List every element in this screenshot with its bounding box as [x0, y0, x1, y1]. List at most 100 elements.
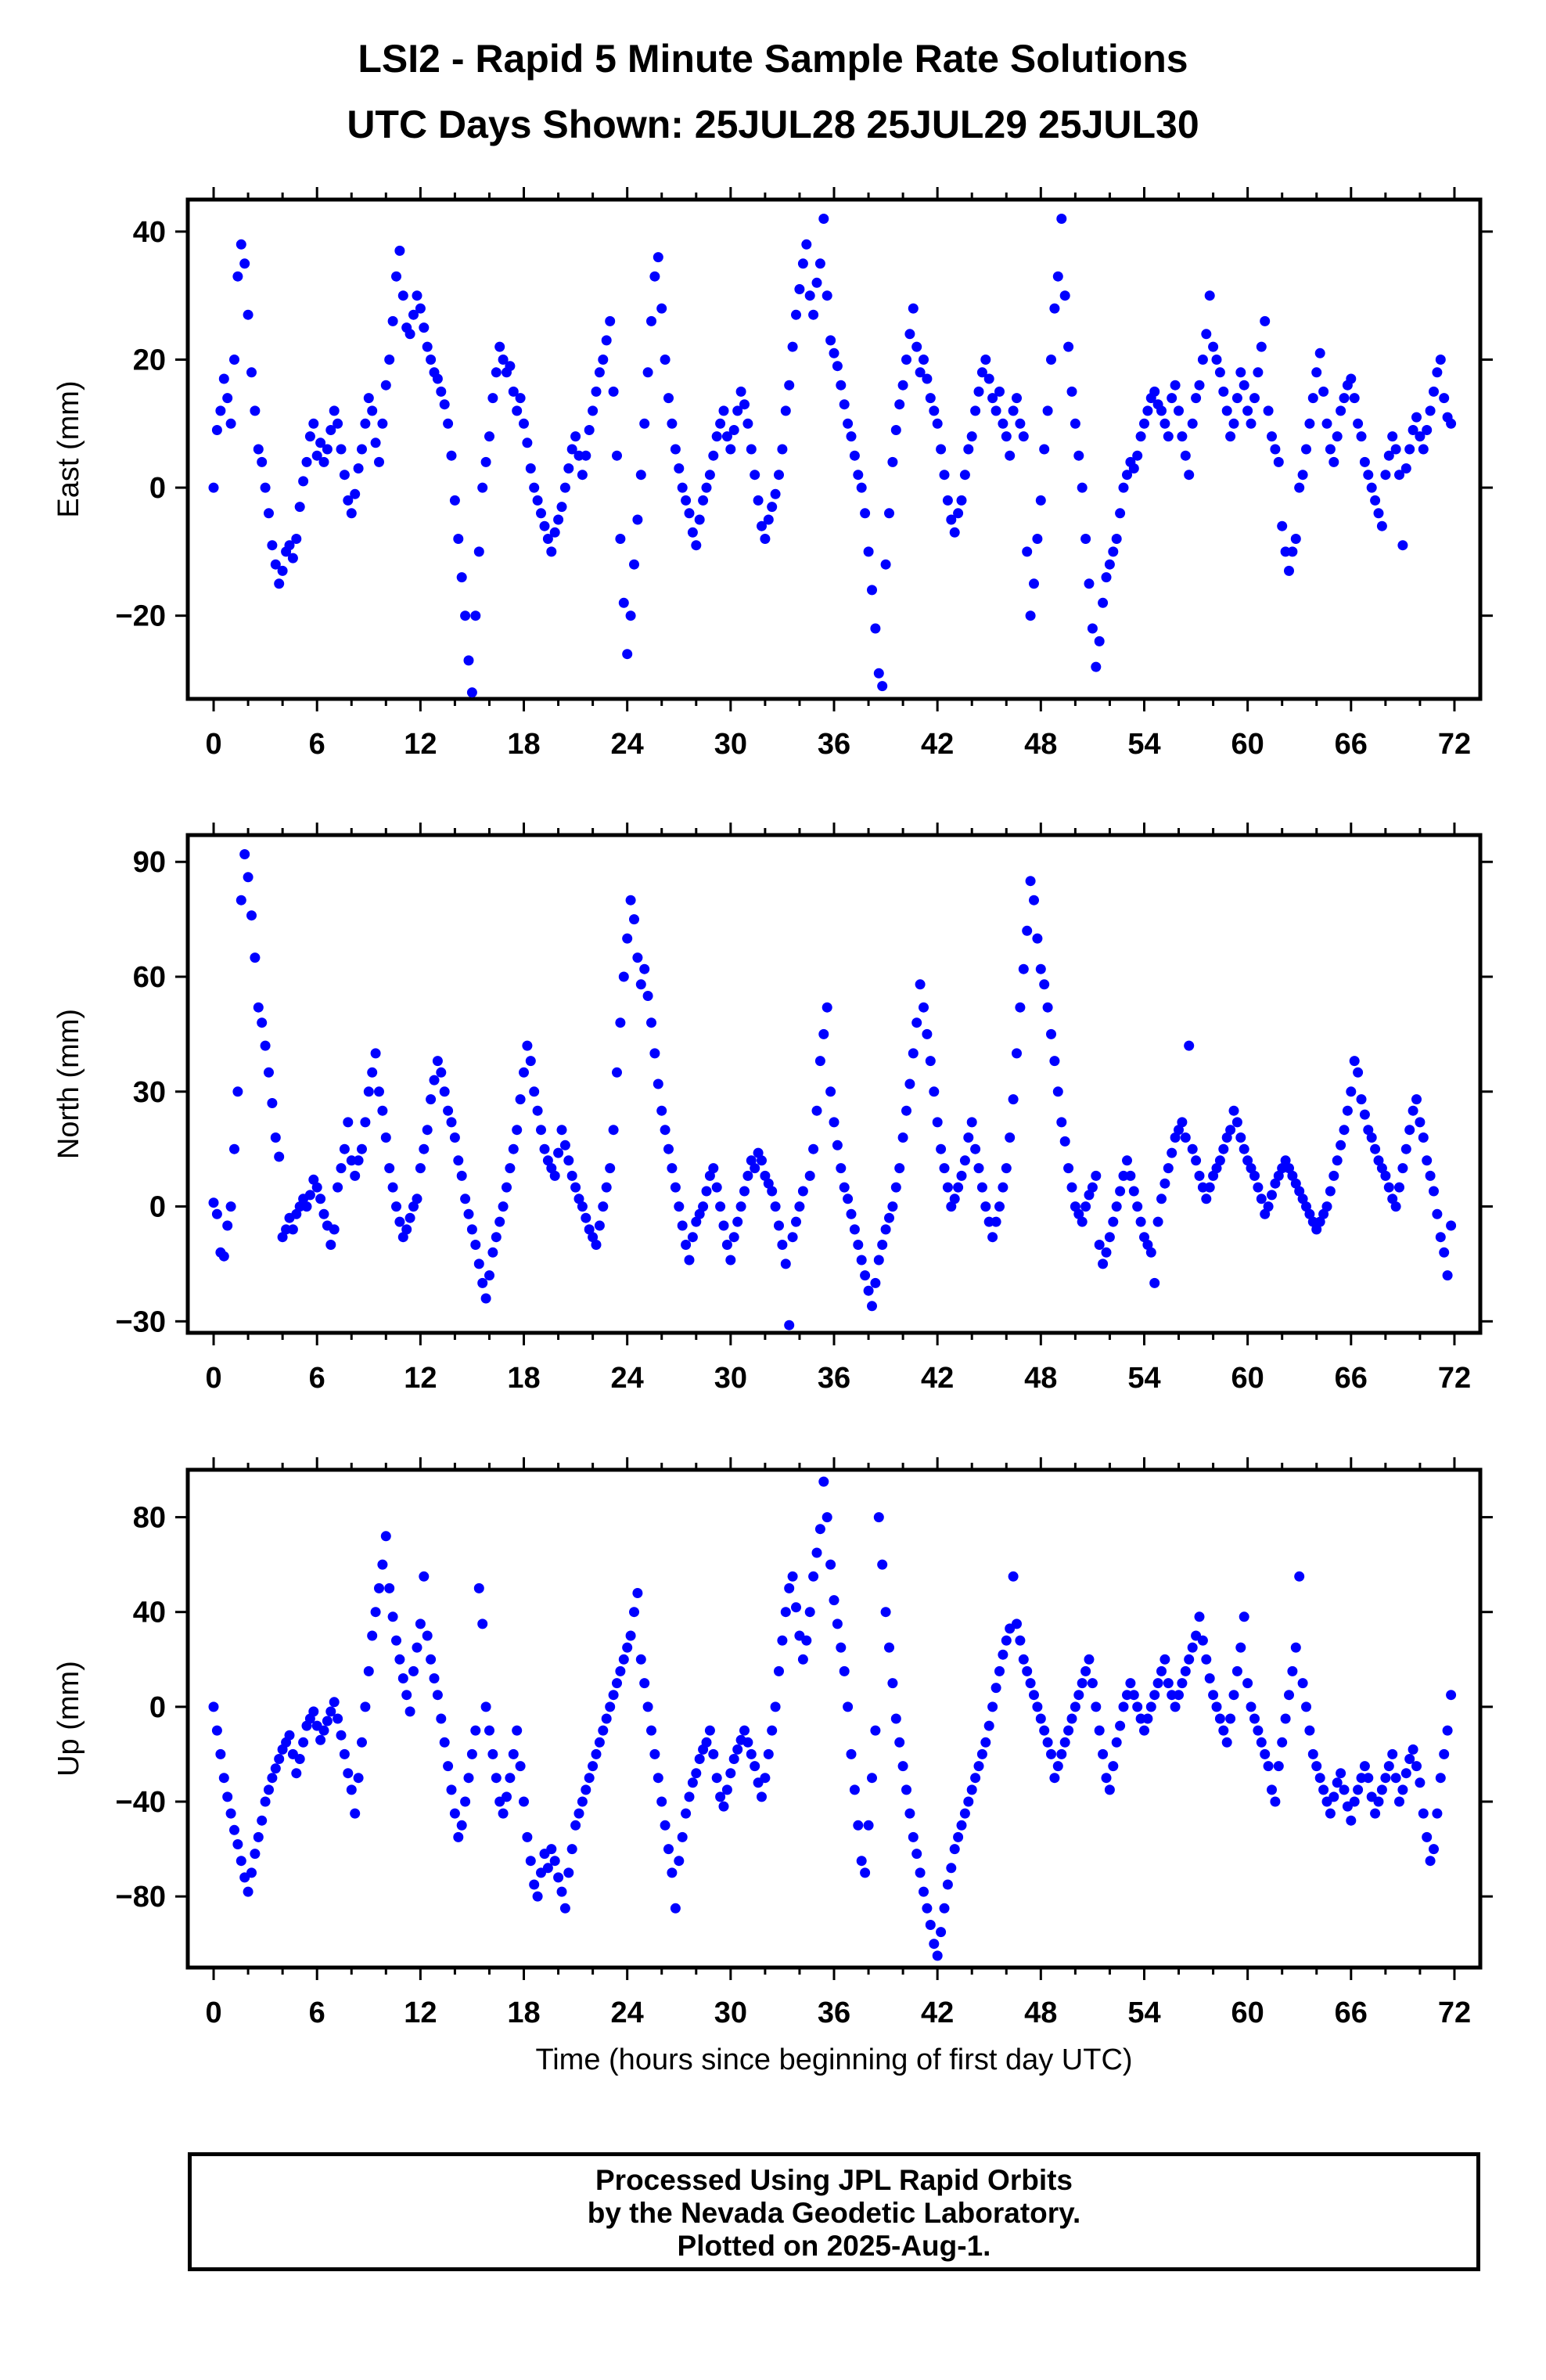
- east-data-point: [484, 431, 494, 442]
- up-data-point: [739, 1725, 750, 1736]
- up-xtick-label: 18: [507, 1997, 540, 2029]
- east-data-point: [529, 482, 540, 493]
- up-data-point: [556, 1886, 567, 1897]
- north-data-point: [998, 1182, 1008, 1193]
- up-data-point: [1307, 1748, 1318, 1759]
- up-data-point: [1184, 1654, 1195, 1665]
- up-data-point: [897, 1761, 908, 1772]
- east-data-point: [384, 355, 395, 365]
- north-data-point: [601, 1182, 612, 1193]
- up-data-point: [1177, 1678, 1188, 1689]
- up-data-point: [1012, 1618, 1022, 1629]
- north-data-point: [267, 1098, 278, 1108]
- up-xtick-label: 66: [1335, 1997, 1368, 2029]
- north-data-point: [1029, 895, 1039, 906]
- east-data-point: [1256, 341, 1267, 352]
- east-data-point: [667, 418, 678, 429]
- north-data-point: [333, 1182, 343, 1193]
- up-data-point: [1063, 1725, 1074, 1736]
- north-data-point: [505, 1163, 516, 1174]
- up-data-point: [936, 1927, 947, 1938]
- north-data-point: [612, 1067, 622, 1078]
- east-data-point: [1439, 393, 1450, 404]
- east-data-point: [546, 546, 557, 557]
- east-data-point: [704, 470, 715, 481]
- north-data-point: [856, 1255, 867, 1266]
- north-data-point: [563, 1155, 574, 1166]
- north-data-point: [257, 1017, 268, 1028]
- north-data-point: [1063, 1163, 1074, 1174]
- north-data-point: [1359, 1109, 1370, 1120]
- east-data-point: [956, 495, 967, 506]
- east-data-point: [449, 495, 460, 506]
- east-data-point: [357, 444, 367, 455]
- east-data-point: [1111, 534, 1122, 544]
- north-data-point: [446, 1117, 457, 1128]
- up-data-point: [1218, 1725, 1229, 1736]
- up-data-point: [687, 1777, 698, 1788]
- north-data-point: [287, 1224, 298, 1235]
- north-data-point: [1152, 1216, 1163, 1227]
- up-data-point: [1394, 1796, 1404, 1807]
- east-data-point: [274, 578, 285, 589]
- north-data-point: [308, 1174, 319, 1185]
- east-data-point: [1091, 661, 1102, 672]
- east-data-point: [1115, 508, 1126, 519]
- east-data-point: [763, 514, 774, 525]
- east-data-point: [394, 245, 405, 256]
- east-data-point: [649, 271, 660, 282]
- north-data-point: [735, 1201, 746, 1212]
- up-data-point: [374, 1582, 384, 1593]
- north-data-point: [291, 1208, 302, 1219]
- north-data-point: [422, 1125, 433, 1136]
- up-data-point: [1008, 1571, 1019, 1582]
- north-data-point: [877, 1240, 888, 1250]
- north-data-point: [426, 1094, 437, 1105]
- east-data-point: [235, 239, 246, 250]
- east-data-point: [218, 373, 229, 384]
- east-data-point: [725, 444, 736, 455]
- east-data-point: [446, 450, 457, 461]
- east-data-point: [1059, 290, 1070, 301]
- north-data-point: [1046, 1028, 1056, 1039]
- north-data-point: [1273, 1170, 1284, 1181]
- north-xtick-label: 54: [1127, 1362, 1160, 1395]
- east-data-point: [225, 418, 236, 429]
- up-data-point: [243, 1886, 253, 1897]
- north-data-point: [270, 1132, 281, 1143]
- up-data-point: [1332, 1777, 1343, 1788]
- north-data-point: [760, 1170, 771, 1181]
- north-data-point: [1249, 1170, 1260, 1181]
- north-data-point: [991, 1216, 1001, 1227]
- east-data-point: [439, 399, 450, 410]
- east-data-point: [257, 456, 268, 467]
- north-data-point: [260, 1040, 271, 1051]
- east-data-point: [515, 393, 526, 404]
- east-data-point: [674, 463, 685, 473]
- up-data-point: [360, 1701, 371, 1712]
- up-data-point: [1204, 1673, 1215, 1683]
- north-data-point: [936, 1143, 947, 1154]
- east-data-point: [559, 482, 570, 493]
- up-data-point: [412, 1642, 422, 1653]
- north-data-point: [932, 1117, 943, 1128]
- north-data-point: [1290, 1178, 1301, 1189]
- up-data-point: [1042, 1737, 1053, 1748]
- up-data-point: [797, 1654, 808, 1665]
- up-data-point: [218, 1773, 229, 1784]
- north-data-point: [1373, 1155, 1384, 1166]
- east-data-point: [983, 373, 994, 384]
- up-data-point: [211, 1725, 222, 1736]
- east-xtick-label: 54: [1127, 728, 1160, 761]
- east-data-point: [887, 456, 898, 467]
- up-data-point: [384, 1582, 395, 1593]
- up-data-point: [629, 1607, 639, 1618]
- east-data-point: [849, 450, 860, 461]
- east-data-point: [991, 405, 1001, 416]
- east-data-point: [343, 495, 354, 506]
- east-data-point: [415, 303, 426, 314]
- east-data-point: [1035, 495, 1046, 506]
- east-data-point: [615, 534, 626, 544]
- east-data-point: [1325, 444, 1336, 455]
- up-data-point: [746, 1748, 757, 1759]
